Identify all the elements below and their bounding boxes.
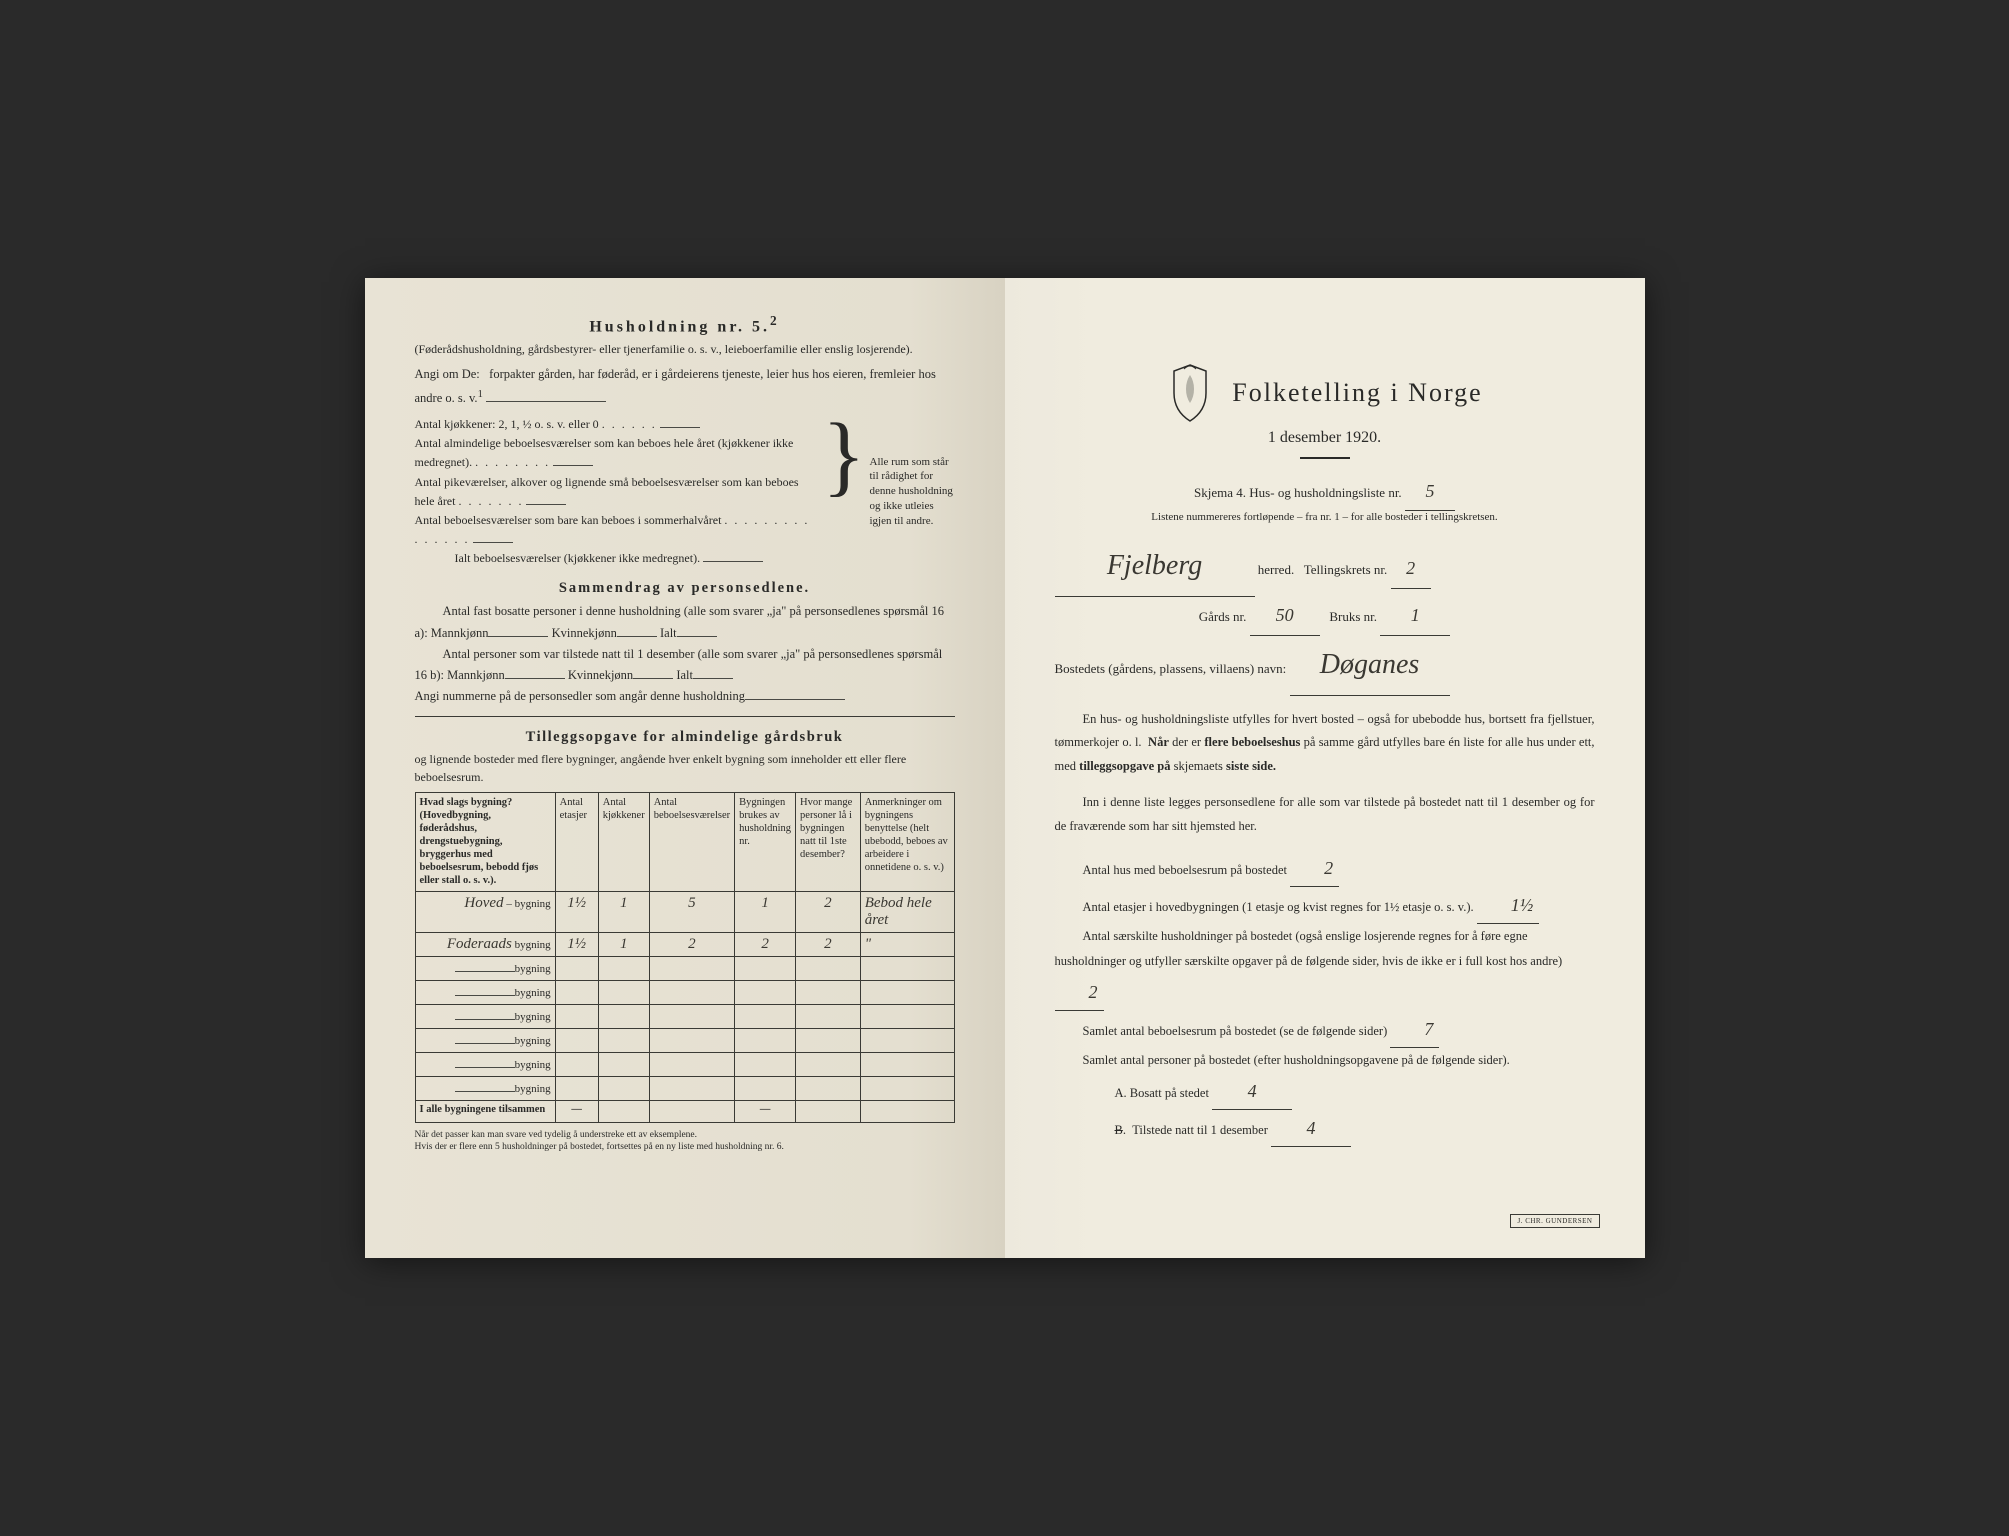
qB-line: B. Tilstede natt til 1 desember 4 [1115, 1110, 1595, 1147]
bosted-value: Døganes [1290, 636, 1450, 696]
table-row: Hoved – bygning 1½ 1 5 1 2 Bebod hele år… [415, 891, 954, 932]
total-dash-2: — [735, 1100, 796, 1122]
fill-line [486, 389, 606, 402]
kjokken-line: Antal kjøkkener: 2, 1, ½ o. s. v. eller … [415, 415, 819, 434]
right-page: Folketelling i Norge 1 desember 1920. Sk… [1005, 278, 1645, 1258]
sammendrag-title: Sammendrag av personsedlene. [415, 580, 955, 597]
q5-line: Samlet antal personer på bostedet (efter… [1055, 1048, 1595, 1073]
household-title-text: Husholdning nr. 5. [589, 318, 770, 335]
footnote: Når det passer kan man svare ved tydelig… [415, 1129, 955, 1154]
rooms-left: Antal kjøkkener: 2, 1, ½ o. s. v. eller … [415, 415, 819, 569]
q2-value: 1½ [1477, 887, 1540, 924]
skjema-value: 5 [1405, 473, 1455, 512]
angi-intro: Angi om De: [415, 367, 480, 381]
table-row: bygning [415, 1052, 954, 1076]
left-page: Husholdning nr. 5.2 (Føderådshusholdning… [365, 278, 1005, 1258]
brace-icon: } [822, 415, 865, 569]
divider [1300, 457, 1350, 459]
herred-line: Fjelberg herred. Tellingskrets nr. 2 [1055, 537, 1595, 597]
table-header-row: Hvad slags bygning? (Hovedbygning, føder… [415, 792, 954, 891]
household-subtitle: (Føderådshusholdning, gårdsbestyrer- ell… [415, 340, 955, 358]
th-0: Hvad slags bygning? (Hovedbygning, føder… [420, 797, 539, 887]
para-1: En hus- og husholdningsliste utfylles fo… [1055, 708, 1595, 779]
questions-block: Antal hus med beboelsesrum på bostedet 2… [1055, 850, 1595, 1147]
gards-line: Gårds nr. 50 Bruks nr. 1 [1055, 597, 1595, 636]
qB-value: 4 [1271, 1110, 1351, 1147]
title-block: Folketelling i Norge [1055, 363, 1595, 423]
tellingskrets-value: 2 [1391, 550, 1431, 589]
th-2: Antal kjøkkener [598, 792, 649, 891]
household-title: Husholdning nr. 5.2 [415, 313, 955, 336]
q3-value: 2 [1055, 974, 1104, 1011]
qA-line: A. Bosatt på stedet 4 [1115, 1073, 1595, 1110]
q2-line: Antal etasjer i hovedbygningen (1 etasje… [1055, 887, 1595, 924]
room-line-1: Antal pikeværelser, alkover og lignende … [415, 473, 819, 511]
total-label: I alle bygningene tilsammen [415, 1100, 555, 1122]
table-total-row: I alle bygningene tilsammen — — [415, 1100, 954, 1122]
qA-value: 4 [1212, 1073, 1292, 1110]
q1-value: 2 [1290, 850, 1339, 887]
table-row: bygning [415, 956, 954, 980]
main-title: Folketelling i Norge [1232, 378, 1482, 408]
bosted-line: Bostedets (gårdens, plassens, villaens) … [1055, 636, 1595, 696]
document-spread: Husholdning nr. 5.2 (Føderådshusholdning… [365, 278, 1645, 1258]
printer-stamp: J. CHR. GUNDERSEN [1510, 1214, 1599, 1228]
gards-value: 50 [1250, 597, 1320, 636]
total-dash: — [555, 1100, 598, 1122]
q1-line: Antal hus med beboelsesrum på bostedet 2 [1055, 850, 1595, 887]
q4-line: Samlet antal beboelsesrum på bostedet (s… [1055, 1011, 1595, 1048]
th-3: Antal beboelsesværelser [649, 792, 734, 891]
room-line-3: Ialt beboelsesværelser (kjøkkener ikke m… [415, 549, 819, 568]
tillegg-sub: og lignende bosteder med flere bygninger… [415, 750, 955, 786]
listene-line: Listene nummereres fortløpende – fra nr.… [1055, 511, 1595, 523]
q4-value: 7 [1390, 1011, 1439, 1048]
q3-line: Antal særskilte husholdninger på bostede… [1055, 924, 1595, 1011]
sammendrag-line-1: Antal fast bosatte personer i denne hush… [415, 601, 955, 644]
buildings-table: Hvad slags bygning? (Hovedbygning, føder… [415, 792, 955, 1123]
herred-value: Fjelberg [1055, 537, 1255, 597]
room-line-0: Antal almindelige beboelsesværelser som … [415, 434, 819, 472]
table-row: bygning [415, 1004, 954, 1028]
th-1: Antal etasjer [555, 792, 598, 891]
th-6: Anmerkninger om bygningens benyttelse (h… [860, 792, 954, 891]
para-2: Inn i denne liste legges personsedlene f… [1055, 791, 1595, 839]
table-row: bygning [415, 980, 954, 1004]
qB-text: Tilstede natt til 1 desember [1132, 1123, 1268, 1137]
bruks-value: 1 [1380, 597, 1450, 636]
skjema-line: Skjema 4. Hus- og husholdningsliste nr. … [1055, 473, 1595, 512]
rooms-block: Antal kjøkkener: 2, 1, ½ o. s. v. eller … [415, 415, 955, 569]
room-line-2: Antal beboelsesværelser som bare kan beb… [415, 511, 819, 549]
table-row: Foderaads bygning 1½ 1 2 2 2 " [415, 932, 954, 956]
brace-text: Alle rum som står til rådighet for denne… [870, 415, 955, 569]
table-row: bygning [415, 1076, 954, 1100]
angi-line: Angi om De: forpakter gården, har føderå… [415, 364, 955, 409]
sammendrag-line-2: Antal personer som var tilstede natt til… [415, 644, 955, 687]
th-5: Hvor mange personer lå i bygningen natt … [796, 792, 861, 891]
date-line: 1 desember 1920. [1055, 429, 1595, 447]
th-4: Bygningen brukes av husholdning nr. [735, 792, 796, 891]
angi-sup: 1 [478, 389, 483, 400]
angi-nummer-line: Angi nummerne på de personsedler som ang… [415, 686, 955, 707]
crest-icon [1166, 363, 1214, 423]
household-sup: 2 [770, 313, 780, 328]
table-row: bygning [415, 1028, 954, 1052]
tillegg-title: Tilleggsopgave for almindelige gårdsbruk [415, 729, 955, 746]
